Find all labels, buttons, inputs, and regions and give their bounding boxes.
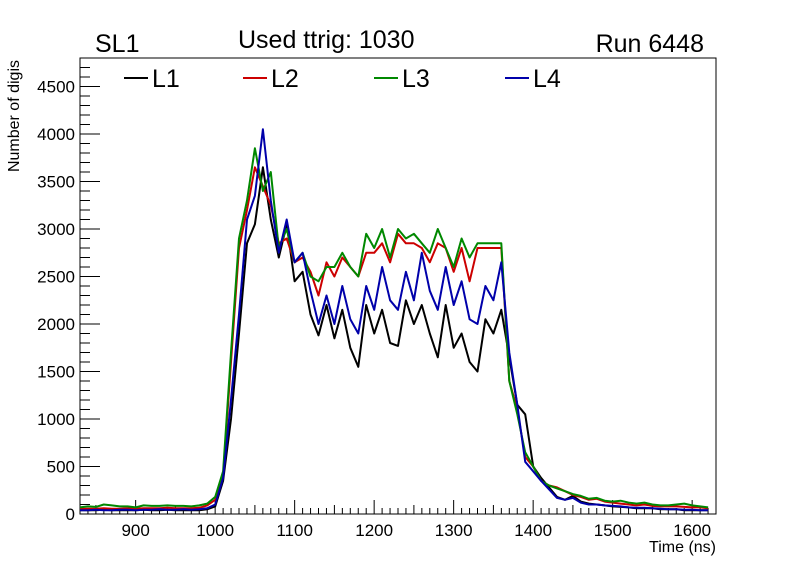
legend-label: L2 <box>271 65 299 93</box>
ttrig-label: Used ttrig: 1030 <box>238 26 415 54</box>
legend-item-l3: L3 <box>374 65 430 93</box>
x-tick-label: 1600 <box>673 521 711 540</box>
y-tick-label: 1000 <box>37 410 75 429</box>
run-label: Run 6448 <box>596 30 704 58</box>
y-tick-label: 4000 <box>37 125 75 144</box>
legend-item-l2: L2 <box>243 65 299 93</box>
y-tick-label: 2500 <box>37 268 75 287</box>
series-line-l4 <box>80 128 709 512</box>
sl-label: SL1 <box>95 30 139 58</box>
x-tick-label: 1000 <box>196 521 234 540</box>
legend-item-l1: L1 <box>124 65 180 93</box>
x-axis-label: Time (ns) <box>649 539 716 556</box>
legend-label: L3 <box>402 65 430 93</box>
x-tick-label: 1300 <box>435 521 473 540</box>
y-tick-label: 0 <box>66 505 75 524</box>
y-tick-label: 3000 <box>37 220 75 239</box>
legend-label: L1 <box>152 65 180 93</box>
x-tick-label: 1100 <box>276 521 313 540</box>
y-tick-label: 3500 <box>37 173 75 192</box>
y-tick-label: 500 <box>47 458 75 477</box>
series-line-l3 <box>79 147 709 509</box>
y-tick-label: 1500 <box>37 363 75 382</box>
x-axis: 900 1000 1100 1200 1300 1400 1500 1600 <box>87 500 717 540</box>
legend: L1 L2 L3 L4 <box>124 65 561 93</box>
y-axis: 0 500 1000 1500 2000 2500 3000 3500 4000 4500 <box>37 57 100 524</box>
y-tick-label: 2000 <box>37 315 75 334</box>
y-axis-label: Number of digis <box>6 60 23 172</box>
legend-item-l4: L4 <box>505 65 561 93</box>
x-tick-label: 1400 <box>514 521 552 540</box>
x-tick-label: 1200 <box>355 521 393 540</box>
x-tick-label: 1500 <box>594 521 632 540</box>
series-lines <box>79 128 709 512</box>
x-tick-label: 900 <box>121 521 149 540</box>
legend-label: L4 <box>533 65 561 93</box>
y-tick-label: 4500 <box>37 78 75 97</box>
